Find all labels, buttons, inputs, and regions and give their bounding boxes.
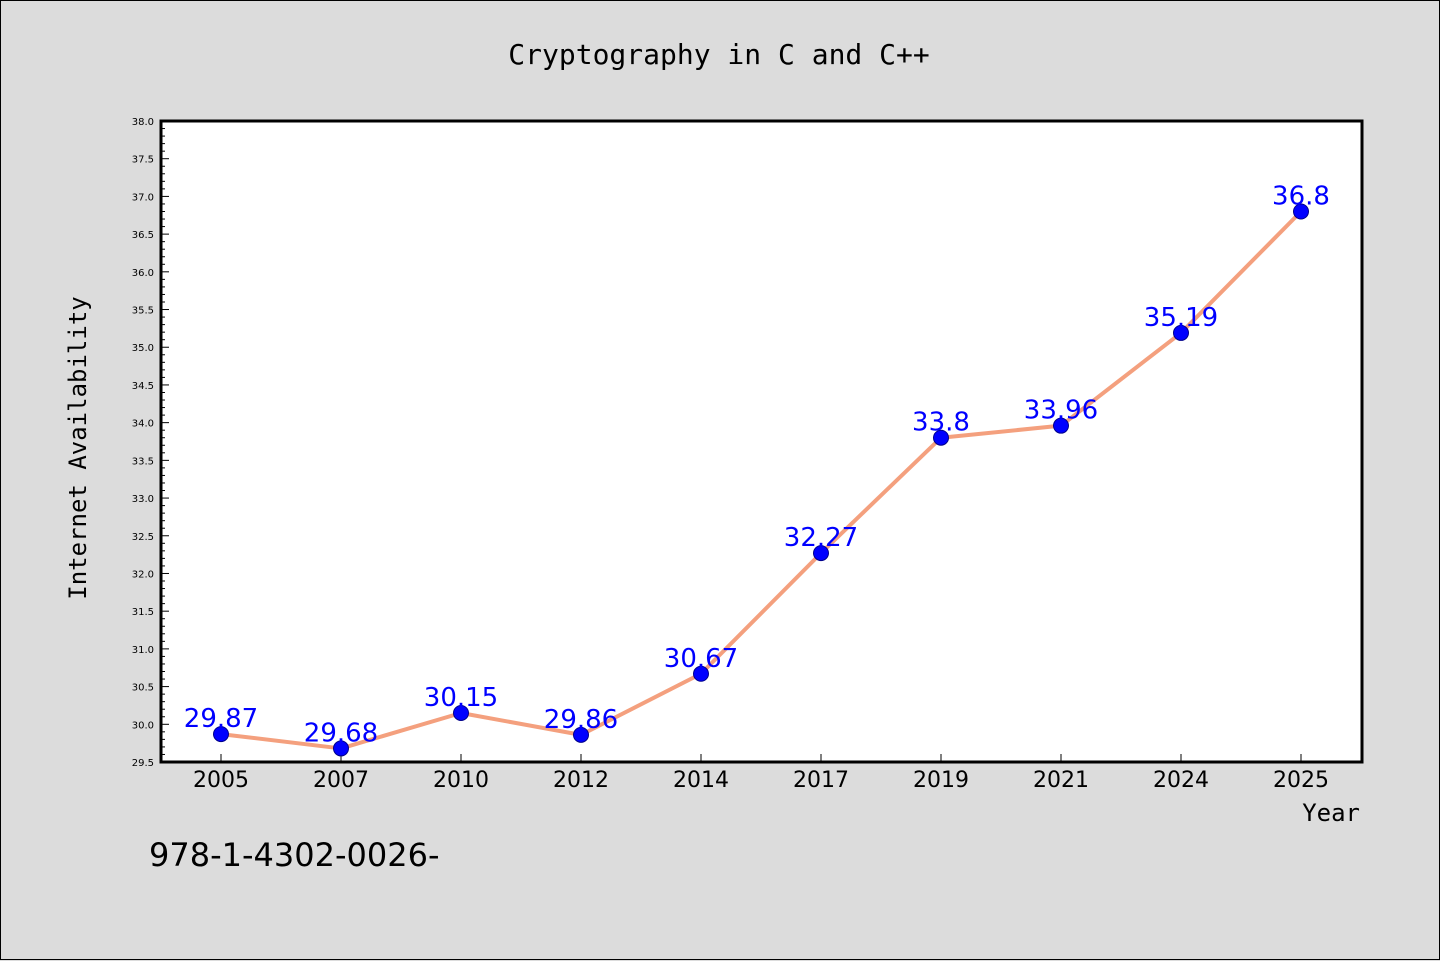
data-point-marker bbox=[453, 704, 469, 721]
data-label: 29.86 bbox=[544, 705, 618, 735]
x-axis-title: Year bbox=[1302, 799, 1360, 827]
data-point-marker bbox=[213, 726, 229, 743]
chart-title: Cryptography in C and C++ bbox=[508, 38, 929, 71]
data-point-marker bbox=[1173, 324, 1189, 341]
data-point-marker bbox=[573, 726, 589, 743]
x-tick-label: 2014 bbox=[673, 768, 729, 793]
x-tick-label: 2019 bbox=[913, 768, 969, 793]
series-line bbox=[220, 210, 1303, 751]
y-axis-title: Internet Availability bbox=[64, 296, 92, 599]
y-tick-label: 36.0 bbox=[132, 268, 154, 279]
data-label: 33.96 bbox=[1024, 396, 1098, 426]
y-tick-label: 32.0 bbox=[132, 569, 154, 580]
x-tick-label: 2007 bbox=[313, 768, 369, 793]
x-tick-label: 2010 bbox=[433, 768, 489, 793]
y-tick-label: 36.5 bbox=[132, 230, 154, 241]
data-label: 30.15 bbox=[424, 683, 498, 713]
x-tick-label: 2021 bbox=[1033, 768, 1089, 793]
y-tick-label: 38.0 bbox=[132, 117, 154, 128]
data-point-marker bbox=[813, 545, 829, 562]
data-label: 36.8 bbox=[1272, 181, 1330, 211]
y-tick-label: 31.5 bbox=[132, 607, 154, 618]
data-point-marker bbox=[693, 665, 709, 682]
data-label: 33.8 bbox=[912, 408, 970, 438]
isbn-footer-text: 978-1-4302-0026- bbox=[149, 836, 440, 874]
data-label: 30.67 bbox=[664, 644, 738, 674]
y-tick-label: 31.0 bbox=[132, 645, 154, 656]
y-tick-label: 37.5 bbox=[132, 155, 154, 166]
y-tick-label: 33.0 bbox=[132, 494, 154, 505]
y-tick-label: 35.0 bbox=[132, 343, 154, 354]
data-label: 29.87 bbox=[184, 704, 258, 734]
y-tick-label: 34.5 bbox=[132, 381, 154, 392]
x-tick-label: 2012 bbox=[553, 768, 609, 793]
x-tick-label: 2024 bbox=[1153, 768, 1209, 793]
y-tick-label: 34.0 bbox=[132, 419, 154, 430]
data-label: 35.19 bbox=[1144, 303, 1218, 333]
y-tick-label: 35.5 bbox=[132, 306, 154, 317]
data-point-marker bbox=[933, 429, 949, 446]
data-label: 32.27 bbox=[784, 523, 858, 553]
data-point-marker bbox=[333, 740, 349, 757]
data-point-marker bbox=[1053, 417, 1069, 434]
y-tick-label: 33.5 bbox=[132, 456, 154, 467]
y-tick-label: 29.5 bbox=[132, 758, 154, 769]
y-tick-label: 30.0 bbox=[132, 720, 154, 731]
x-tick-label: 2017 bbox=[793, 768, 849, 793]
data-point-marker bbox=[1293, 203, 1309, 220]
x-axis-ticks: 2005 2007 2010 2012 2014 2017 2019 2021 2024 2025 bbox=[193, 754, 1329, 793]
y-axis-ticks: 29.5 30.0 30.5 31.0 31.5 32.0 32.5 33.0 33.5 34.0… bbox=[132, 117, 169, 769]
data-label: 29.68 bbox=[304, 718, 378, 748]
y-tick-label: 32.5 bbox=[132, 532, 154, 543]
x-tick-label: 2025 bbox=[1273, 768, 1329, 793]
series-layer: 29.87 29.68 30.15 29.86 30.67 32.27 33.8 33.96 3… bbox=[184, 181, 1330, 757]
y-tick-label: 37.0 bbox=[132, 192, 154, 203]
x-tick-label: 2005 bbox=[193, 768, 249, 793]
plot-area bbox=[159, 119, 1364, 764]
y-tick-label: 30.5 bbox=[132, 683, 154, 694]
